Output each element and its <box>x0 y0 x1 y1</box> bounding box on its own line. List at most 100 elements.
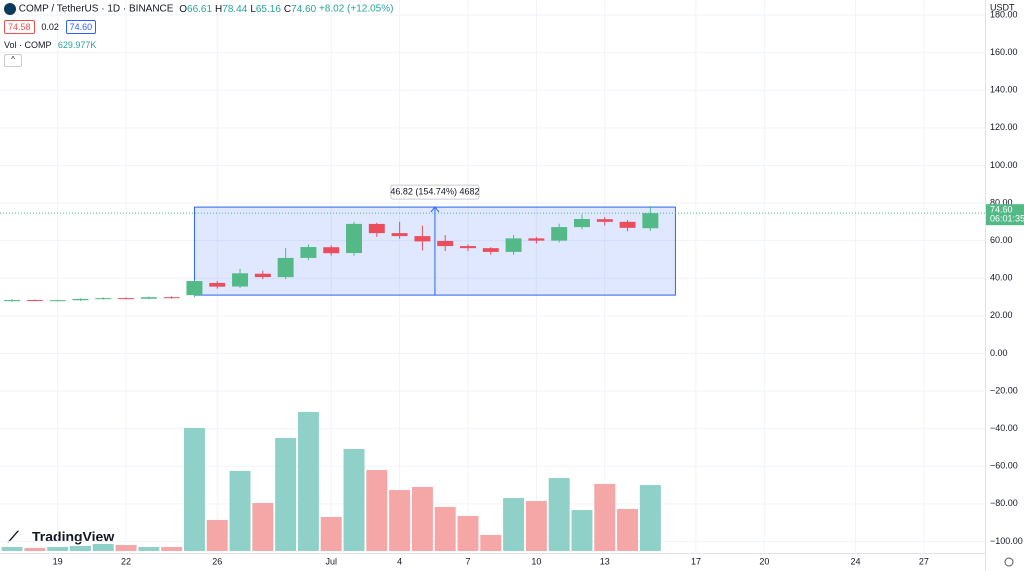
ohlc-value: 65.16 <box>255 3 281 15</box>
candle-body <box>95 298 112 300</box>
volume-bar <box>480 534 502 551</box>
spread: 0.02 <box>41 22 59 32</box>
volume-bar <box>503 497 525 551</box>
volume-bar <box>571 510 593 551</box>
x-tick-label: 20 <box>759 556 769 566</box>
volume-bar <box>183 427 205 551</box>
volume-bar <box>1 547 23 551</box>
symbol-logo <box>4 3 16 15</box>
x-tick-label: Jul <box>325 556 337 566</box>
brand-text: TradingView <box>32 529 114 545</box>
y-tick-label: 100.00 <box>990 160 1018 170</box>
volume-bar <box>525 501 547 551</box>
ohlc-value: 66.61 <box>187 3 213 15</box>
volume-bar <box>47 547 69 551</box>
measure-arrow-head <box>430 206 440 213</box>
ohlc-value: 78.44 <box>222 3 248 15</box>
candle-body <box>140 297 157 299</box>
sell-button[interactable]: 74.58 <box>4 20 35 34</box>
settings-icon[interactable] <box>1004 557 1014 567</box>
collapse-button[interactable]: ^ <box>4 54 22 67</box>
x-tick-label: 26 <box>212 556 222 566</box>
candle-body <box>186 281 203 296</box>
x-tick-label: 24 <box>851 556 861 566</box>
candle-body <box>323 247 340 254</box>
volume-bar <box>594 483 616 551</box>
volume-bar <box>366 470 388 551</box>
ohlc-key: L <box>250 3 256 15</box>
y-tick-label: 40.00 <box>990 273 1013 283</box>
ohlc-value: 74.60 <box>291 3 317 15</box>
ohlc-key: C <box>283 3 292 15</box>
volume-bar <box>320 516 342 551</box>
volume-bar <box>275 437 297 551</box>
x-tick-label: 7 <box>465 556 470 566</box>
x-tick-label: 17 <box>691 556 701 566</box>
y-tick-label: 180.00 <box>990 9 1018 19</box>
volume-bar <box>617 508 639 551</box>
volume-bar <box>229 470 251 551</box>
candle-body <box>26 300 43 302</box>
countdown-label: 06:01:35 <box>990 214 1024 224</box>
candle-body <box>209 282 226 287</box>
y-tick-label: −40.00 <box>990 423 1018 433</box>
candle-body <box>254 273 271 278</box>
candle-body <box>528 238 545 241</box>
y-tick-label: 0.00 <box>990 348 1008 358</box>
volume-bar <box>457 516 479 551</box>
y-tick-label: −100.00 <box>990 536 1023 546</box>
x-tick-label: 10 <box>531 556 541 566</box>
brand: ⟋ TradingView <box>7 529 114 546</box>
last-price-tag <box>986 204 1024 226</box>
candle-body <box>118 298 135 300</box>
candle-body <box>163 297 180 299</box>
ohlc-values: O66.61 H78.44 L65.16 C74.60 <box>176 4 316 15</box>
candle-body <box>460 246 476 249</box>
y-tick-label: 140.00 <box>990 85 1018 95</box>
trade-buttons: 74.58 0.02 74.60 <box>4 20 97 34</box>
candle-body <box>551 227 568 241</box>
candle-body <box>277 257 294 278</box>
symbol-header: COMP / TetherUS · 1D · BINANCE O66.61 H78… <box>4 3 393 15</box>
y-tick-label: −60.00 <box>990 461 1018 471</box>
x-tick-label: 22 <box>121 556 131 566</box>
symbol[interactable]: COMP / TetherUS · 1D · BINANCE <box>18 3 174 15</box>
candle-body <box>482 248 499 252</box>
y-tick-label: −20.00 <box>990 385 1018 395</box>
currency-label: USDT <box>990 2 1015 12</box>
y-tick-label: −80.00 <box>990 498 1018 508</box>
volume-label: Vol · COMP <box>4 40 52 50</box>
candle-body <box>505 238 522 252</box>
volume-bar <box>343 448 365 551</box>
volume-bar <box>138 547 160 551</box>
change: +8.02 (+12.05%) <box>318 3 394 15</box>
x-tick-label: 13 <box>600 556 610 566</box>
candle-body <box>391 233 408 237</box>
volume-bar <box>115 545 137 551</box>
volume-bar <box>411 486 433 551</box>
x-tick-label: 19 <box>53 556 63 566</box>
y-tick-label: 120.00 <box>990 122 1018 132</box>
volume-bar <box>639 484 661 551</box>
brand-logo: ⟋ <box>7 529 20 546</box>
volume-legend: Vol · COMP 629.977K <box>4 40 96 50</box>
volume-bar <box>548 477 570 551</box>
buy-button[interactable]: 74.60 <box>65 20 97 34</box>
y-tick-label: 60.00 <box>990 235 1013 245</box>
volume-bar <box>389 490 411 551</box>
candle-body <box>368 223 385 234</box>
volume-bar <box>297 411 319 551</box>
y-tick-label: 80.00 <box>990 197 1013 207</box>
candle-body <box>72 298 89 301</box>
candle-body <box>596 219 613 222</box>
candle-body <box>232 273 249 287</box>
ohlc-key: H <box>215 3 223 15</box>
x-tick-label: 4 <box>397 556 402 566</box>
volume-value: 629.977K <box>57 40 97 50</box>
candle-body <box>642 213 659 229</box>
candle-body <box>573 219 590 228</box>
x-tick-label: 27 <box>919 556 929 566</box>
volume-bar <box>92 543 114 551</box>
volume-bar <box>252 503 274 551</box>
